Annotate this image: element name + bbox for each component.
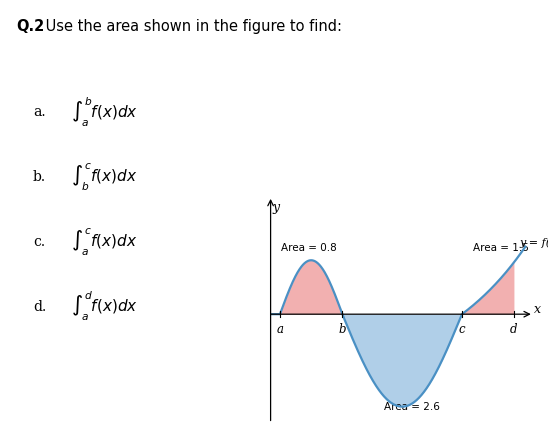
Text: $\int_{a}^{b} f(x)dx$: $\int_{a}^{b} f(x)dx$ — [71, 95, 138, 129]
Text: y: y — [273, 201, 280, 214]
Text: a: a — [276, 323, 283, 336]
Text: Area = 0.8: Area = 0.8 — [281, 242, 336, 253]
Text: d: d — [510, 323, 518, 336]
Text: $\int_{a}^{d} f(x)dx$: $\int_{a}^{d} f(x)dx$ — [71, 290, 138, 324]
Text: Q.2: Q.2 — [16, 19, 45, 35]
Text: Use the area shown in the figure to find:: Use the area shown in the figure to find… — [41, 19, 342, 35]
Text: b.: b. — [33, 170, 46, 184]
Text: $\int_{a}^{c} f(x)dx$: $\int_{a}^{c} f(x)dx$ — [71, 226, 138, 257]
Text: y = f(x): y = f(x) — [519, 237, 548, 248]
Text: d.: d. — [33, 300, 46, 314]
Text: $\int_{b}^{c} f(x)dx$: $\int_{b}^{c} f(x)dx$ — [71, 162, 138, 193]
Text: x: x — [534, 302, 541, 315]
Text: c.: c. — [33, 235, 45, 249]
Text: a.: a. — [33, 105, 45, 119]
Text: b: b — [339, 323, 346, 336]
Text: c: c — [459, 323, 465, 336]
Text: Area = 2.6: Area = 2.6 — [384, 402, 440, 412]
Text: Area = 1.5: Area = 1.5 — [473, 242, 529, 253]
